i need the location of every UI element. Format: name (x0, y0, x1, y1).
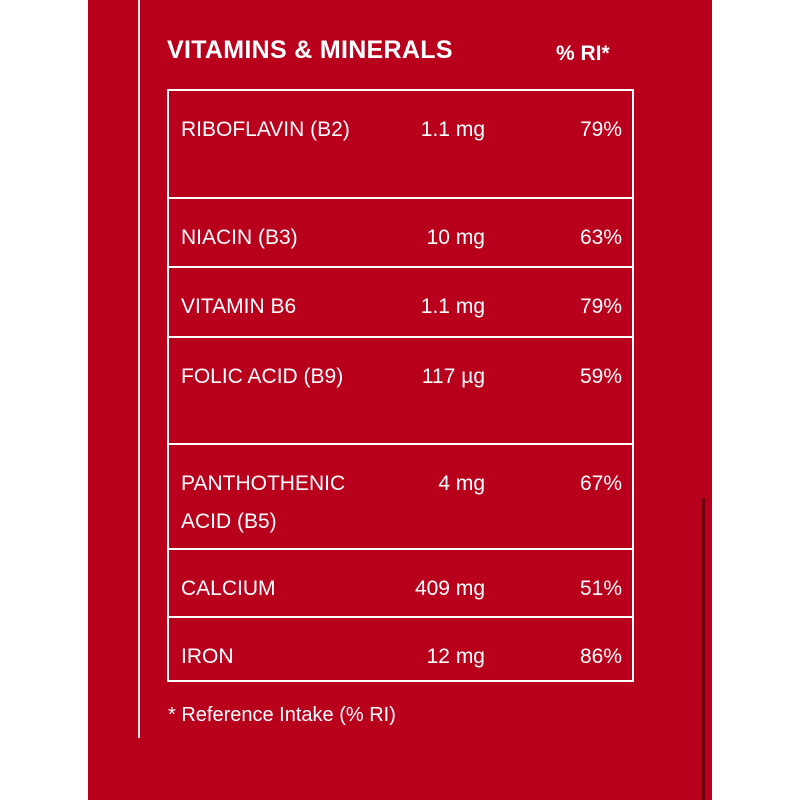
section-title: VITAMINS & MINERALS (167, 36, 453, 64)
table-row: CALCIUM 409 mg 51% (169, 550, 632, 618)
table-row: RIBOFLAVIN (B2) 1.1 mg 79% (169, 91, 632, 199)
nutrient-amount: 117 µg (421, 365, 485, 388)
table-row: FOLIC ACID (B9) 117 µg 59% (169, 338, 632, 445)
nutrient-name: IRON (181, 645, 234, 668)
table-row: NIACIN (B3) 10 mg 63% (169, 199, 632, 268)
reference-intake-footnote: * Reference Intake (% RI) (168, 704, 396, 726)
nutrient-name: PANTHOTHENIC ACID (B5) (181, 472, 346, 533)
nutrient-name: VITAMIN B6 (181, 295, 297, 318)
nutrient-amount: 1.1 mg (420, 118, 485, 141)
vitamins-table: RIBOFLAVIN (B2) 1.1 mg 79% NIACIN (B3) 1… (167, 89, 634, 682)
panel-edge-line-right (702, 498, 705, 800)
nutrient-ri: 86% (579, 645, 622, 668)
nutrient-amount: 409 mg (414, 577, 485, 600)
table-row: PANTHOTHENIC ACID (B5) 4 mg 67% (169, 445, 632, 550)
nutrient-ri: 63% (579, 226, 622, 249)
nutrient-name: RIBOFLAVIN (B2) (181, 118, 350, 141)
table-row: IRON 12 mg 86% (169, 618, 632, 680)
nutrient-ri: 67% (579, 472, 622, 495)
nutrition-panel: VITAMINS & MINERALS % RI* RIBOFLAVIN (B2… (88, 0, 712, 800)
nutrient-ri: 51% (579, 577, 622, 600)
nutrient-amount: 12 mg (426, 645, 485, 668)
panel-edge-line-left (138, 0, 140, 738)
nutrient-name: FOLIC ACID (B9) (181, 365, 344, 388)
nutrient-ri: 59% (579, 365, 622, 388)
table-row: VITAMIN B6 1.1 mg 79% (169, 268, 632, 338)
nutrient-name: CALCIUM (181, 577, 276, 600)
nutrient-amount: 4 mg (438, 472, 485, 495)
nutrient-ri: 79% (579, 295, 622, 318)
nutrient-amount: 10 mg (426, 226, 485, 249)
nutrient-ri: 79% (579, 118, 622, 141)
nutrient-amount: 1.1 mg (420, 295, 485, 318)
ri-column-header: % RI* (556, 42, 610, 65)
nutrient-name: NIACIN (B3) (181, 226, 298, 249)
